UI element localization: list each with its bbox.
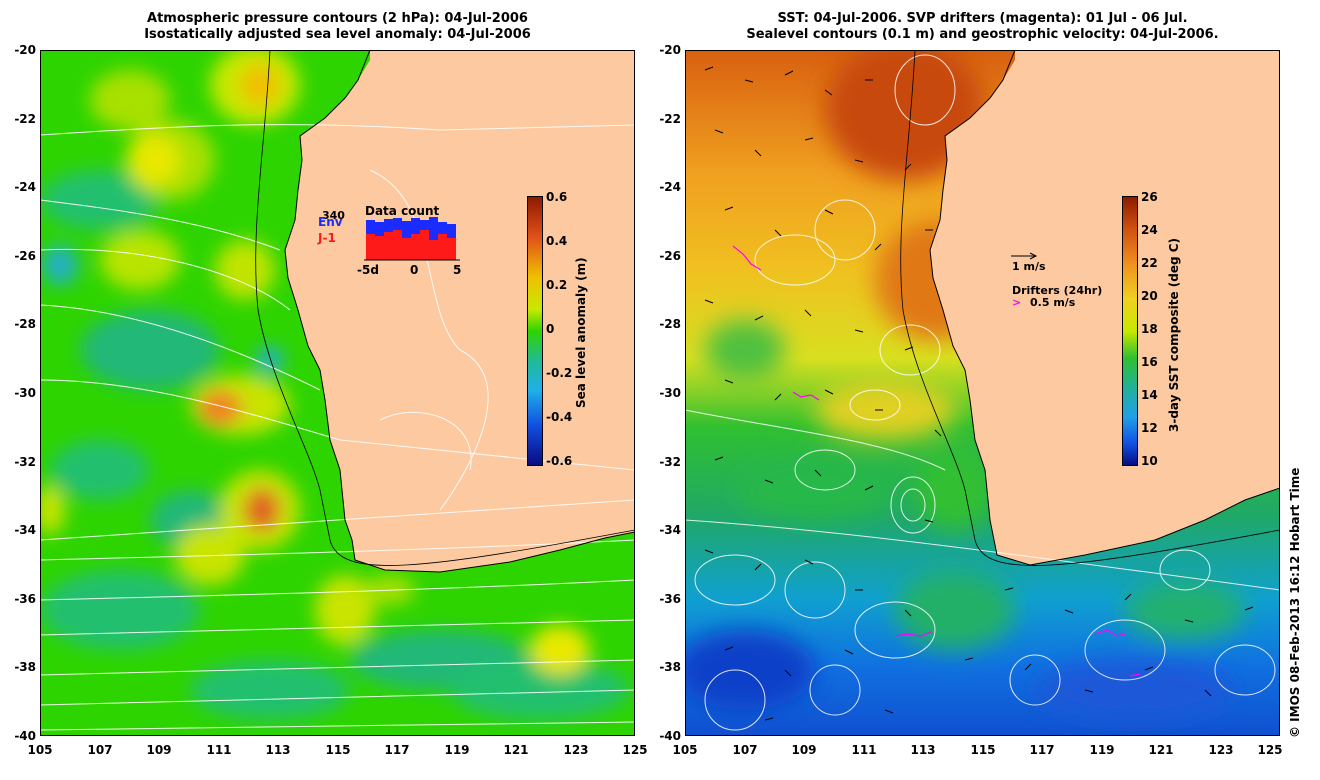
left-ytick: -24 [14,180,36,194]
right-xtick: 123 [1208,743,1234,757]
drifters-scale-label: 0.5 m/s [1030,296,1076,309]
velocity-scale-arrow [1011,252,1038,260]
sla-cbar-tick: -0.6 [546,454,573,468]
drifters-label: Drifters (24hr) [1012,284,1103,297]
data-count-title: Data count [365,204,440,218]
right-ytick: -38 [659,660,681,674]
left-xtick: 117 [384,743,410,757]
sla-cbar-tick: -0.4 [546,410,573,424]
left-xtick: 121 [503,743,529,757]
left-xtick: 125 [622,743,648,757]
right-ytick: -20 [659,43,681,57]
left-ytick: -26 [14,249,36,263]
data-count-histogram [364,217,460,261]
right-xtick: 115 [970,743,996,757]
left-ytick: -22 [14,112,36,126]
drifter-arrow-icon: > [1012,296,1022,309]
sst-cbar-tick: 18 [1141,322,1158,336]
sst-cbar-tick: 22 [1141,256,1158,270]
sst-cbar-label: 3-day SST composite (deg C) [1167,237,1181,432]
left-xtick: 109 [146,743,172,757]
sst-map [685,50,1280,736]
data-count-number: 340 [322,209,345,222]
left-xtick: 105 [27,743,53,757]
right-ytick: -26 [659,249,681,263]
left-ytick: -36 [14,592,36,606]
sla-cbar-tick: 0.6 [546,190,568,204]
right-ytick: -22 [659,112,681,126]
left-title-line2: Isostatically adjusted sea level anomaly… [144,27,531,42]
right-xtick: 119 [1089,743,1115,757]
left-xtick: 111 [206,743,232,757]
right-ytick: -32 [659,455,681,469]
sst-colorbar [1122,196,1138,466]
left-xtick: 113 [265,743,291,757]
right-ytick: -24 [659,180,681,194]
sla-cbar-tick: 0.4 [546,234,568,248]
sla-cbar-tick: 0 [546,322,555,336]
sst-cbar-tick: 14 [1141,388,1158,402]
left-ytick: -32 [14,455,36,469]
credit-text: © IMOS 08-Feb-2013 16:12 Hobart Time [1288,467,1302,738]
left-xtick: 107 [87,743,113,757]
left-ytick: -40 [14,729,36,743]
inset-xtick-0: 0 [410,263,419,277]
right-xtick: 121 [1148,743,1174,757]
right-xtick: 117 [1029,743,1055,757]
sst-cbar-tick: 26 [1141,190,1158,204]
right-xtick: 113 [910,743,936,757]
sst-cbar-tick: 24 [1141,223,1158,237]
right-title-line1: SST: 04-Jul-2006. SVP drifters (magenta)… [777,11,1188,26]
sla-cbar-label: Sea level anomaly (m) [574,257,588,408]
inset-xtick-5: 5 [453,263,462,277]
sla-colorbar [527,196,543,466]
left-ytick: -20 [14,43,36,57]
histogram-bars [366,217,456,260]
left-ytick: -28 [14,317,36,331]
right-ytick: -28 [659,317,681,331]
right-ytick: -34 [659,523,681,537]
sla-cbar-tick: 0.2 [546,278,568,292]
right-ytick: -30 [659,386,681,400]
right-xtick: 105 [672,743,698,757]
left-ytick: -30 [14,386,36,400]
right-xtick: 109 [791,743,817,757]
right-ytick: -40 [659,729,681,743]
sst-cbar-tick: 20 [1141,289,1158,303]
velocity-scale-label: 1 m/s [1012,260,1046,273]
right-xtick: 125 [1257,743,1283,757]
sst-cbar-tick: 16 [1141,355,1158,369]
left-ytick: -34 [14,523,36,537]
right-ytick: -36 [659,592,681,606]
right-xtick: 107 [732,743,758,757]
right-xtick: 111 [851,743,877,757]
left-xtick: 115 [325,743,351,757]
j1-series-label: J-1 [318,231,336,245]
left-ytick: -38 [14,660,36,674]
right-title-line2: Sealevel contours (0.1 m) and geostrophi… [746,27,1219,42]
env-series-label: Env [318,215,343,229]
sea-level-anomaly-map [40,50,635,736]
left-title-line1: Atmospheric pressure contours (2 hPa): 0… [147,11,528,26]
sla-cbar-tick: -0.2 [546,366,573,380]
sst-cbar-tick: 10 [1141,454,1158,468]
left-xtick: 123 [563,743,589,757]
left-xtick: 119 [444,743,470,757]
inset-xtick-minus5d: -5d [357,263,379,277]
sst-cbar-tick: 12 [1141,421,1158,435]
